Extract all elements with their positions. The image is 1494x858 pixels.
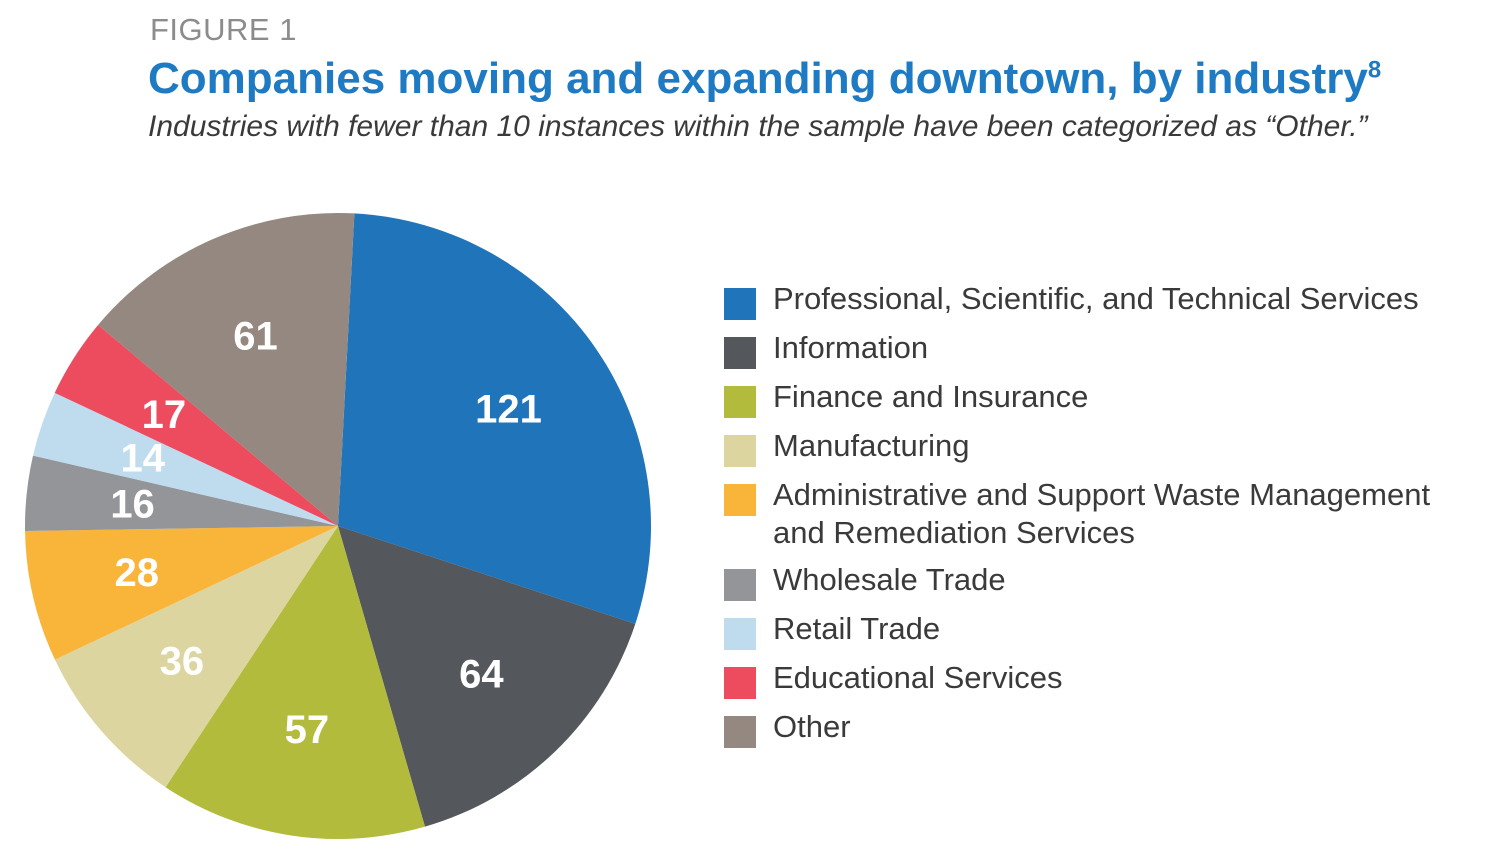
legend-item-educational-services: Educational Services <box>724 659 1494 699</box>
legend-item-retail-trade: Retail Trade <box>724 610 1494 650</box>
legend-item-finance-and-insurance: Finance and Insurance <box>724 378 1494 418</box>
legend-label: Professional, Scientific, and Technical … <box>773 281 1419 316</box>
legend-label: Finance and Insurance <box>773 379 1089 414</box>
legend-item-information: Information <box>724 329 1494 369</box>
legend-label: Other <box>773 709 851 744</box>
data-label-administrative-and-support-waste-management-and-remediation-services: 28 <box>115 551 160 595</box>
legend-label: Wholesale Trade <box>773 562 1006 597</box>
legend-label: Manufacturing <box>773 428 970 463</box>
legend-item-other: Other <box>724 708 1494 748</box>
legend-label: Administrative and Support Waste Managem… <box>773 477 1431 550</box>
data-label-manufacturing: 36 <box>160 639 205 683</box>
data-label-other: 61 <box>233 315 278 359</box>
legend-label: Retail Trade <box>773 611 941 646</box>
title-footnote: 8 <box>1367 56 1382 84</box>
pie-slice-administrative-and-support-waste-management-and-remediation-services <box>25 526 339 660</box>
pie-slice-professional-scientific-and-technical-services <box>338 213 651 624</box>
pie-slice-manufacturing <box>54 526 338 788</box>
legend-swatch <box>724 716 756 748</box>
legend-item-manufacturing: Manufacturing <box>724 427 1494 467</box>
legend-swatch <box>724 484 756 516</box>
chart-title: Companies moving and expanding downtown,… <box>148 54 1381 104</box>
pie-slice-wholesale-trade <box>25 455 339 531</box>
chart-title-text: Companies moving and expanding downtown,… <box>148 54 1368 103</box>
legend-label: Educational Services <box>773 660 1063 695</box>
legend-swatch <box>724 618 756 650</box>
legend-item-administrative-and-support-waste-management-and-remediation-services: Administrative and Support Waste Managem… <box>724 476 1494 552</box>
legend-item-wholesale-trade: Wholesale Trade <box>724 561 1494 601</box>
chart-subtitle: Industries with fewer than 10 instances … <box>148 110 1368 143</box>
pie-slice-information <box>338 526 636 827</box>
legend: Professional, Scientific, and Technical … <box>724 280 1494 757</box>
data-label-professional-scientific-and-technical-services: 121 <box>475 387 542 431</box>
legend-swatch <box>724 569 756 601</box>
data-label-information: 64 <box>459 653 504 697</box>
legend-item-professional-scientific-and-technical-services: Professional, Scientific, and Technical … <box>724 280 1494 320</box>
legend-swatch <box>724 435 756 467</box>
pie-slice-finance-and-insurance <box>165 526 425 839</box>
legend-swatch <box>724 337 756 369</box>
legend-label: Information <box>773 330 929 365</box>
figure-label: FIGURE 1 <box>150 12 297 47</box>
data-label-wholesale-trade: 16 <box>110 482 155 526</box>
data-label-finance-and-insurance: 57 <box>285 708 330 752</box>
legend-swatch <box>724 667 756 699</box>
pie-slice-educational-services <box>54 324 338 526</box>
data-label-educational-services: 17 <box>142 393 187 437</box>
data-label-retail-trade: 14 <box>121 436 166 480</box>
pie-slices <box>25 212 651 839</box>
legend-swatch <box>724 288 756 320</box>
legend-swatch <box>724 386 756 418</box>
pie-slice-other <box>98 212 355 526</box>
pie-slice-retail-trade <box>33 392 339 526</box>
